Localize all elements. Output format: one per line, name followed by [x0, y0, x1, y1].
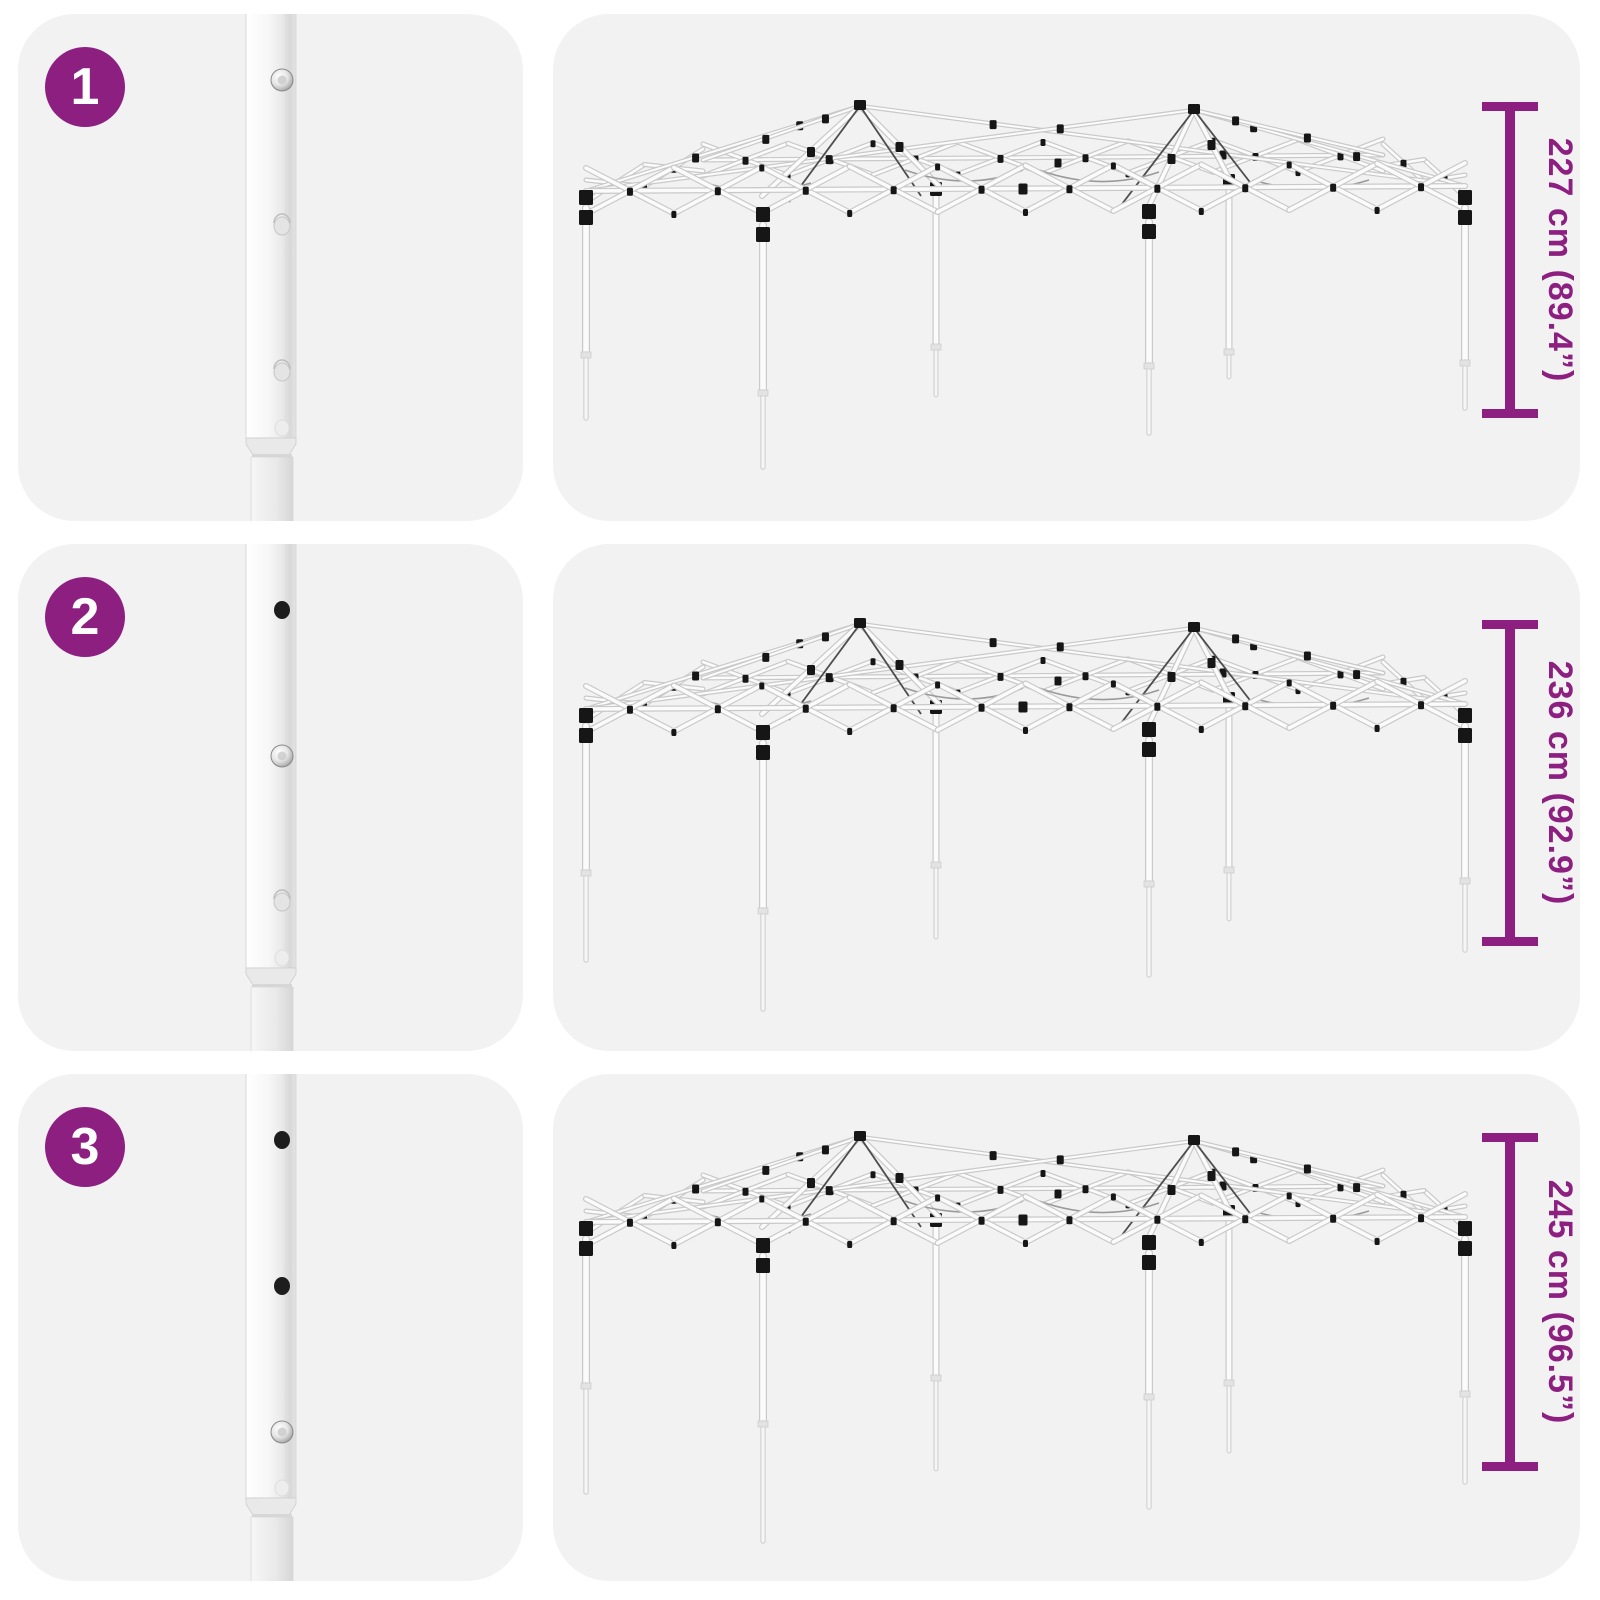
pole-detail-card-2: 2 [18, 544, 523, 1051]
height-label: 245 cm (96.5”) [1541, 1179, 1579, 1425]
measurement-top-cap [1482, 1133, 1538, 1142]
pole-detail-card-3: 3 [18, 1074, 523, 1581]
measurement-top-cap [1482, 102, 1538, 111]
pole-illustration-3 [18, 1074, 523, 1581]
measurement-bottom-cap [1482, 409, 1538, 418]
step-badge-1: 1 [45, 47, 125, 127]
height-measurement-2: 236 cm (92.9”) [1482, 620, 1580, 946]
measurement-stem [1505, 629, 1515, 937]
measurement-stem [1505, 1142, 1515, 1462]
height-measurement-1: 227 cm (89.4”) [1482, 102, 1580, 418]
pole-illustration-2 [18, 544, 523, 1051]
gazebo-frame-illustration-3 [553, 1074, 1580, 1581]
measurement-bottom-cap [1482, 1462, 1538, 1471]
height-label: 227 cm (89.4”) [1541, 137, 1579, 383]
gazebo-frame-card-1: 227 cm (89.4”) [553, 14, 1580, 521]
measurement-bar-icon [1482, 620, 1538, 946]
height-measurement-3: 245 cm (96.5”) [1482, 1133, 1580, 1471]
gazebo-frame-illustration-2 [553, 544, 1580, 1051]
gazebo-frame-card-3: 245 cm (96.5”) [553, 1074, 1580, 1581]
measurement-bar-icon [1482, 1133, 1538, 1471]
gazebo-frame-card-2: 236 cm (92.9”) [553, 544, 1580, 1051]
measurement-bottom-cap [1482, 937, 1538, 946]
pole-illustration-1 [18, 14, 523, 521]
measurement-stem [1505, 111, 1515, 409]
step-badge-3: 3 [45, 1107, 125, 1187]
measurement-bar-icon [1482, 102, 1538, 418]
gazebo-frame-illustration-1 [553, 14, 1580, 521]
step-badge-2: 2 [45, 577, 125, 657]
height-label: 236 cm (92.9”) [1541, 660, 1579, 906]
pole-detail-card-1: 1 [18, 14, 523, 521]
measurement-top-cap [1482, 620, 1538, 629]
